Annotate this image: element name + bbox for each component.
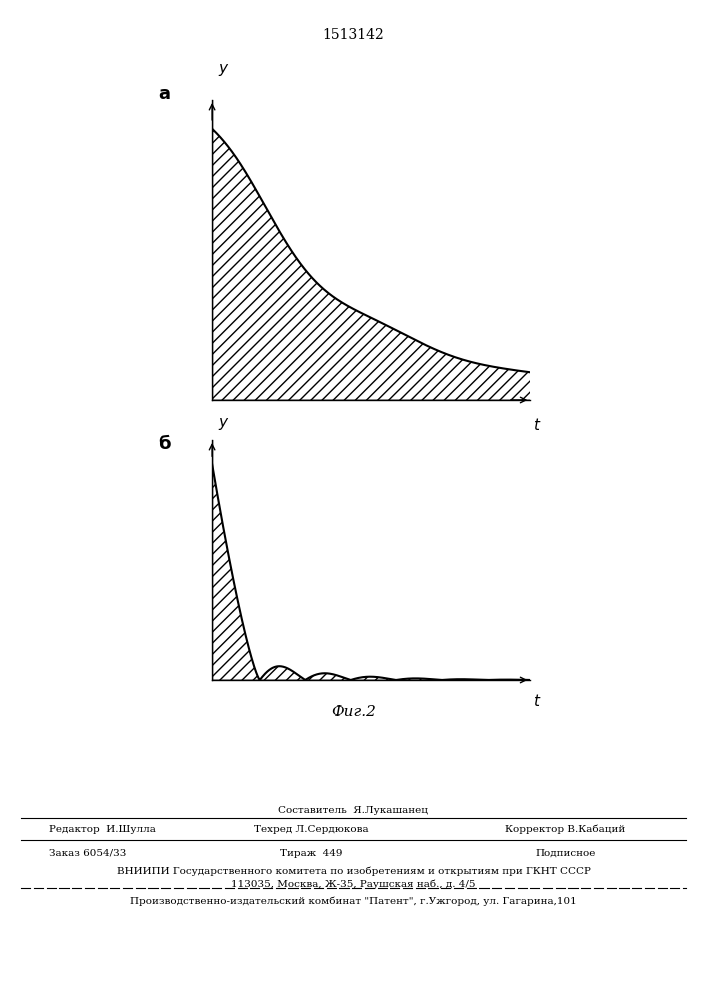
Text: t: t xyxy=(534,418,539,433)
Text: Подписное: Подписное xyxy=(535,848,596,857)
Text: Фиг.2: Фиг.2 xyxy=(331,705,376,719)
Text: Составитель  Я.Лукашанец: Составитель Я.Лукашанец xyxy=(279,806,428,815)
Text: y: y xyxy=(218,415,228,430)
Text: Редактор  И.Шулла: Редактор И.Шулла xyxy=(49,824,156,834)
Text: Заказ 6054/33: Заказ 6054/33 xyxy=(49,848,127,857)
Text: t: t xyxy=(534,694,539,709)
Text: ВНИИПИ Государственного комитета по изобретениям и открытиям при ГКНТ СССР: ВНИИПИ Государственного комитета по изоб… xyxy=(117,866,590,876)
Text: 113035, Москва, Ж-35, Раушская наб., д. 4/5: 113035, Москва, Ж-35, Раушская наб., д. … xyxy=(231,879,476,889)
Text: Производственно-издательский комбинат "Патент", г.Ужгород, ул. Гагарина,101: Производственно-издательский комбинат "П… xyxy=(130,896,577,906)
Text: а: а xyxy=(159,85,171,103)
Text: Корректор В.Кабаций: Корректор В.Кабаций xyxy=(506,824,626,834)
Text: б: б xyxy=(158,435,171,453)
Text: Техред Л.Сердюкова: Техред Л.Сердюкова xyxy=(254,824,368,834)
Text: 1513142: 1513142 xyxy=(322,28,385,42)
Text: Тираж  449: Тираж 449 xyxy=(280,848,342,857)
Text: y: y xyxy=(218,61,228,76)
